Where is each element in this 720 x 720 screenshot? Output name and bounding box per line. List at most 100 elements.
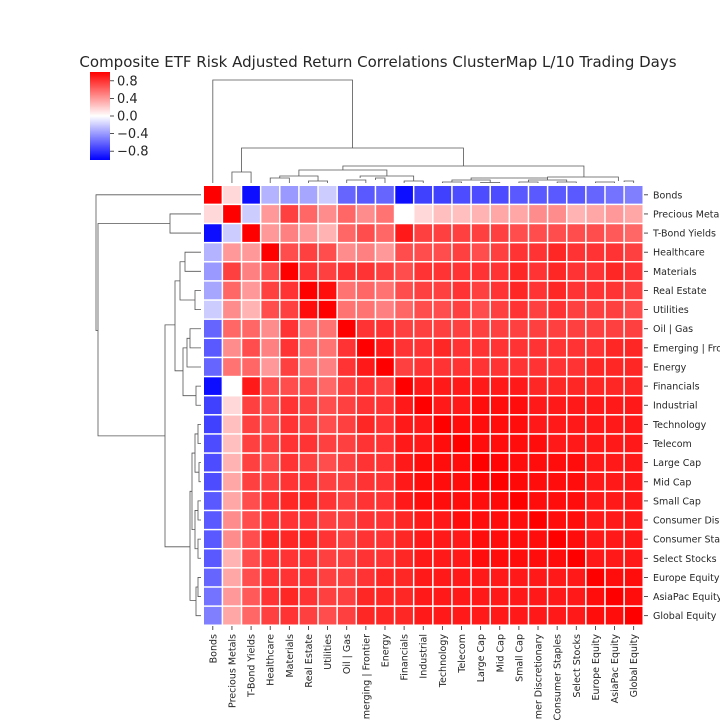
- column-label: Europe Equity: [591, 634, 602, 701]
- heatmap-cell: [204, 319, 222, 338]
- dendrogram-link: [182, 347, 196, 397]
- heatmap-cell: [337, 396, 356, 415]
- row-label: Financials: [653, 382, 700, 393]
- heatmap-cell: [280, 587, 299, 606]
- heatmap-cell: [605, 511, 624, 529]
- heatmap-cell: [242, 492, 260, 510]
- heatmap-cell: [490, 434, 509, 453]
- heatmap-cell: [548, 396, 566, 415]
- heatmap-cell: [433, 530, 452, 548]
- dendrogram-link: [191, 452, 195, 530]
- heatmap-cell: [223, 186, 241, 204]
- heatmap-cell: [318, 243, 337, 262]
- heatmap-cell: [414, 339, 433, 357]
- heatmap-cell: [452, 530, 471, 548]
- heatmap-cell: [471, 568, 490, 587]
- heatmap-cell: [280, 415, 299, 434]
- heatmap-cell: [471, 587, 490, 606]
- heatmap-cell: [586, 530, 605, 548]
- column-label: Consumer Staples: [553, 634, 564, 720]
- heatmap-cell: [567, 587, 586, 606]
- heatmap-cell: [280, 492, 299, 510]
- heatmap-cell: [242, 549, 260, 568]
- heatmap-cell: [337, 224, 356, 242]
- heatmap-cell: [510, 453, 528, 472]
- heatmap-cell: [280, 453, 299, 472]
- heatmap-cell: [395, 358, 413, 376]
- heatmap-cell: [548, 224, 566, 242]
- heatmap-cell: [567, 377, 586, 395]
- heatmap-cell: [395, 511, 413, 529]
- heatmap-cell: [223, 396, 241, 415]
- heatmap-cell: [510, 472, 528, 491]
- heatmap-cell: [471, 243, 490, 262]
- heatmap-cell: [204, 262, 222, 281]
- heatmap-cell: [376, 396, 394, 415]
- heatmap-cell: [357, 530, 375, 548]
- heatmap-cell: [452, 492, 471, 510]
- heatmap-cell: [529, 549, 547, 568]
- heatmap-cell: [567, 453, 586, 472]
- heatmap-cell: [395, 396, 413, 415]
- row-label: Energy: [653, 362, 687, 373]
- row-label: Global Equity: [653, 611, 717, 622]
- dendrogram-link: [174, 280, 183, 372]
- heatmap-cell: [280, 358, 299, 376]
- heatmap-cell: [567, 358, 586, 376]
- dendrogram-link: [480, 182, 501, 183]
- heatmap-cell: [510, 396, 528, 415]
- heatmap-cell: [414, 377, 433, 395]
- heatmap-cell: [414, 186, 433, 204]
- heatmap-cell: [490, 472, 509, 491]
- heatmap-cell: [452, 243, 471, 262]
- heatmap-cell: [318, 319, 337, 338]
- heatmap-cell: [280, 568, 299, 587]
- heatmap-cell: [299, 453, 318, 472]
- heatmap-cell: [605, 415, 624, 434]
- heatmap-cell: [452, 300, 471, 319]
- heatmap-cell: [586, 224, 605, 242]
- heatmap-cell: [605, 300, 624, 319]
- heatmap-cell: [261, 568, 280, 587]
- column-label: Technology: [438, 634, 449, 689]
- heatmap-cell: [318, 377, 337, 395]
- column-label: Consumer Discretionary: [534, 634, 545, 720]
- heatmap-cell: [414, 358, 433, 376]
- heatmap-cell: [452, 511, 471, 529]
- dendrogram-link: [359, 175, 415, 181]
- heatmap-cell: [204, 281, 222, 300]
- heatmap-cell: [490, 606, 509, 625]
- heatmap-cell: [337, 568, 356, 587]
- heatmap-cell: [261, 530, 280, 548]
- column-label: Industrial: [419, 634, 430, 679]
- heatmap-cell: [624, 281, 643, 300]
- heatmap-cell: [223, 549, 241, 568]
- heatmap-cell: [318, 186, 337, 204]
- heatmap-cell: [567, 339, 586, 357]
- heatmap-cell: [414, 415, 433, 434]
- heatmap-cell: [567, 549, 586, 568]
- heatmap-cell: [567, 492, 586, 510]
- heatmap-cell: [529, 492, 547, 510]
- column-label: Emerging | Frontier: [361, 634, 372, 720]
- heatmap-cell: [510, 319, 528, 338]
- heatmap-cell: [280, 281, 299, 300]
- heatmap-cell: [510, 224, 528, 242]
- heatmap-cell: [529, 339, 547, 357]
- heatmap-cell: [433, 492, 452, 510]
- heatmap-cell: [261, 434, 280, 453]
- heatmap-cell: [490, 568, 509, 587]
- heatmap-cell: [280, 262, 299, 281]
- heatmap-cell: [261, 549, 280, 568]
- heatmap-cell: [471, 511, 490, 529]
- heatmap-cell: [204, 472, 222, 491]
- dendrogram-link: [195, 586, 201, 617]
- column-label: Energy: [380, 634, 391, 668]
- heatmap-cell: [605, 262, 624, 281]
- heatmap-cell: [624, 530, 643, 548]
- colorbar-gradient: [90, 72, 110, 160]
- heatmap-cell: [452, 224, 471, 242]
- heatmap-cell: [452, 587, 471, 606]
- heatmap-cell: [548, 587, 566, 606]
- heatmap-cell: [414, 511, 433, 529]
